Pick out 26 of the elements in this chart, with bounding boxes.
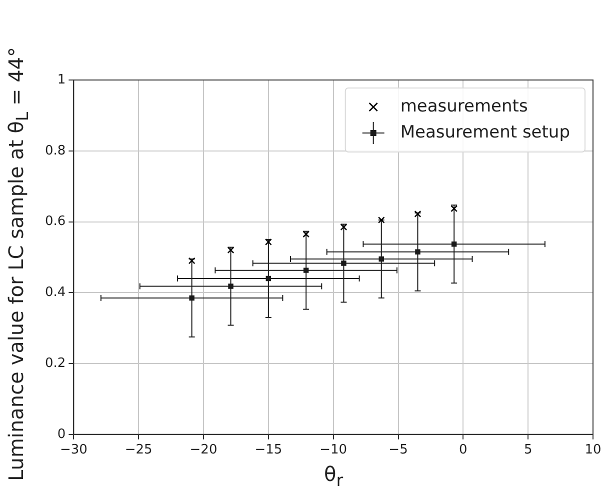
x-tick-label: −30: [60, 442, 88, 458]
y-tick-label: 1: [57, 72, 66, 88]
x-tick-label: −15: [254, 442, 282, 458]
x-tick-label: −10: [320, 442, 348, 458]
point: [266, 276, 272, 282]
point: [415, 249, 420, 255]
y-tick-label: 0.8: [44, 143, 66, 158]
x-tick-label: 5: [524, 442, 532, 458]
point: [341, 260, 346, 266]
y-tick-label: 0.6: [44, 214, 66, 230]
point: [303, 268, 309, 273]
point: [228, 284, 234, 289]
x-tick-label: 10: [584, 442, 602, 458]
legend-label: measurements: [400, 96, 528, 116]
y-tick-label: 0: [57, 426, 66, 442]
y-tick-label: 0.4: [44, 285, 66, 300]
x-tick-label: 0: [459, 442, 468, 458]
point: [378, 256, 384, 262]
legend-label: Measurement setup: [400, 122, 570, 142]
y-tick-label: 0.2: [44, 356, 66, 371]
point: [451, 241, 457, 247]
x-tick-label: −25: [124, 442, 152, 458]
x-tick-label: −20: [190, 442, 218, 458]
x-axis-title: θ$_{r}$: [322, 462, 344, 490]
point: [189, 295, 194, 301]
x-tick-label: −5: [388, 442, 408, 458]
